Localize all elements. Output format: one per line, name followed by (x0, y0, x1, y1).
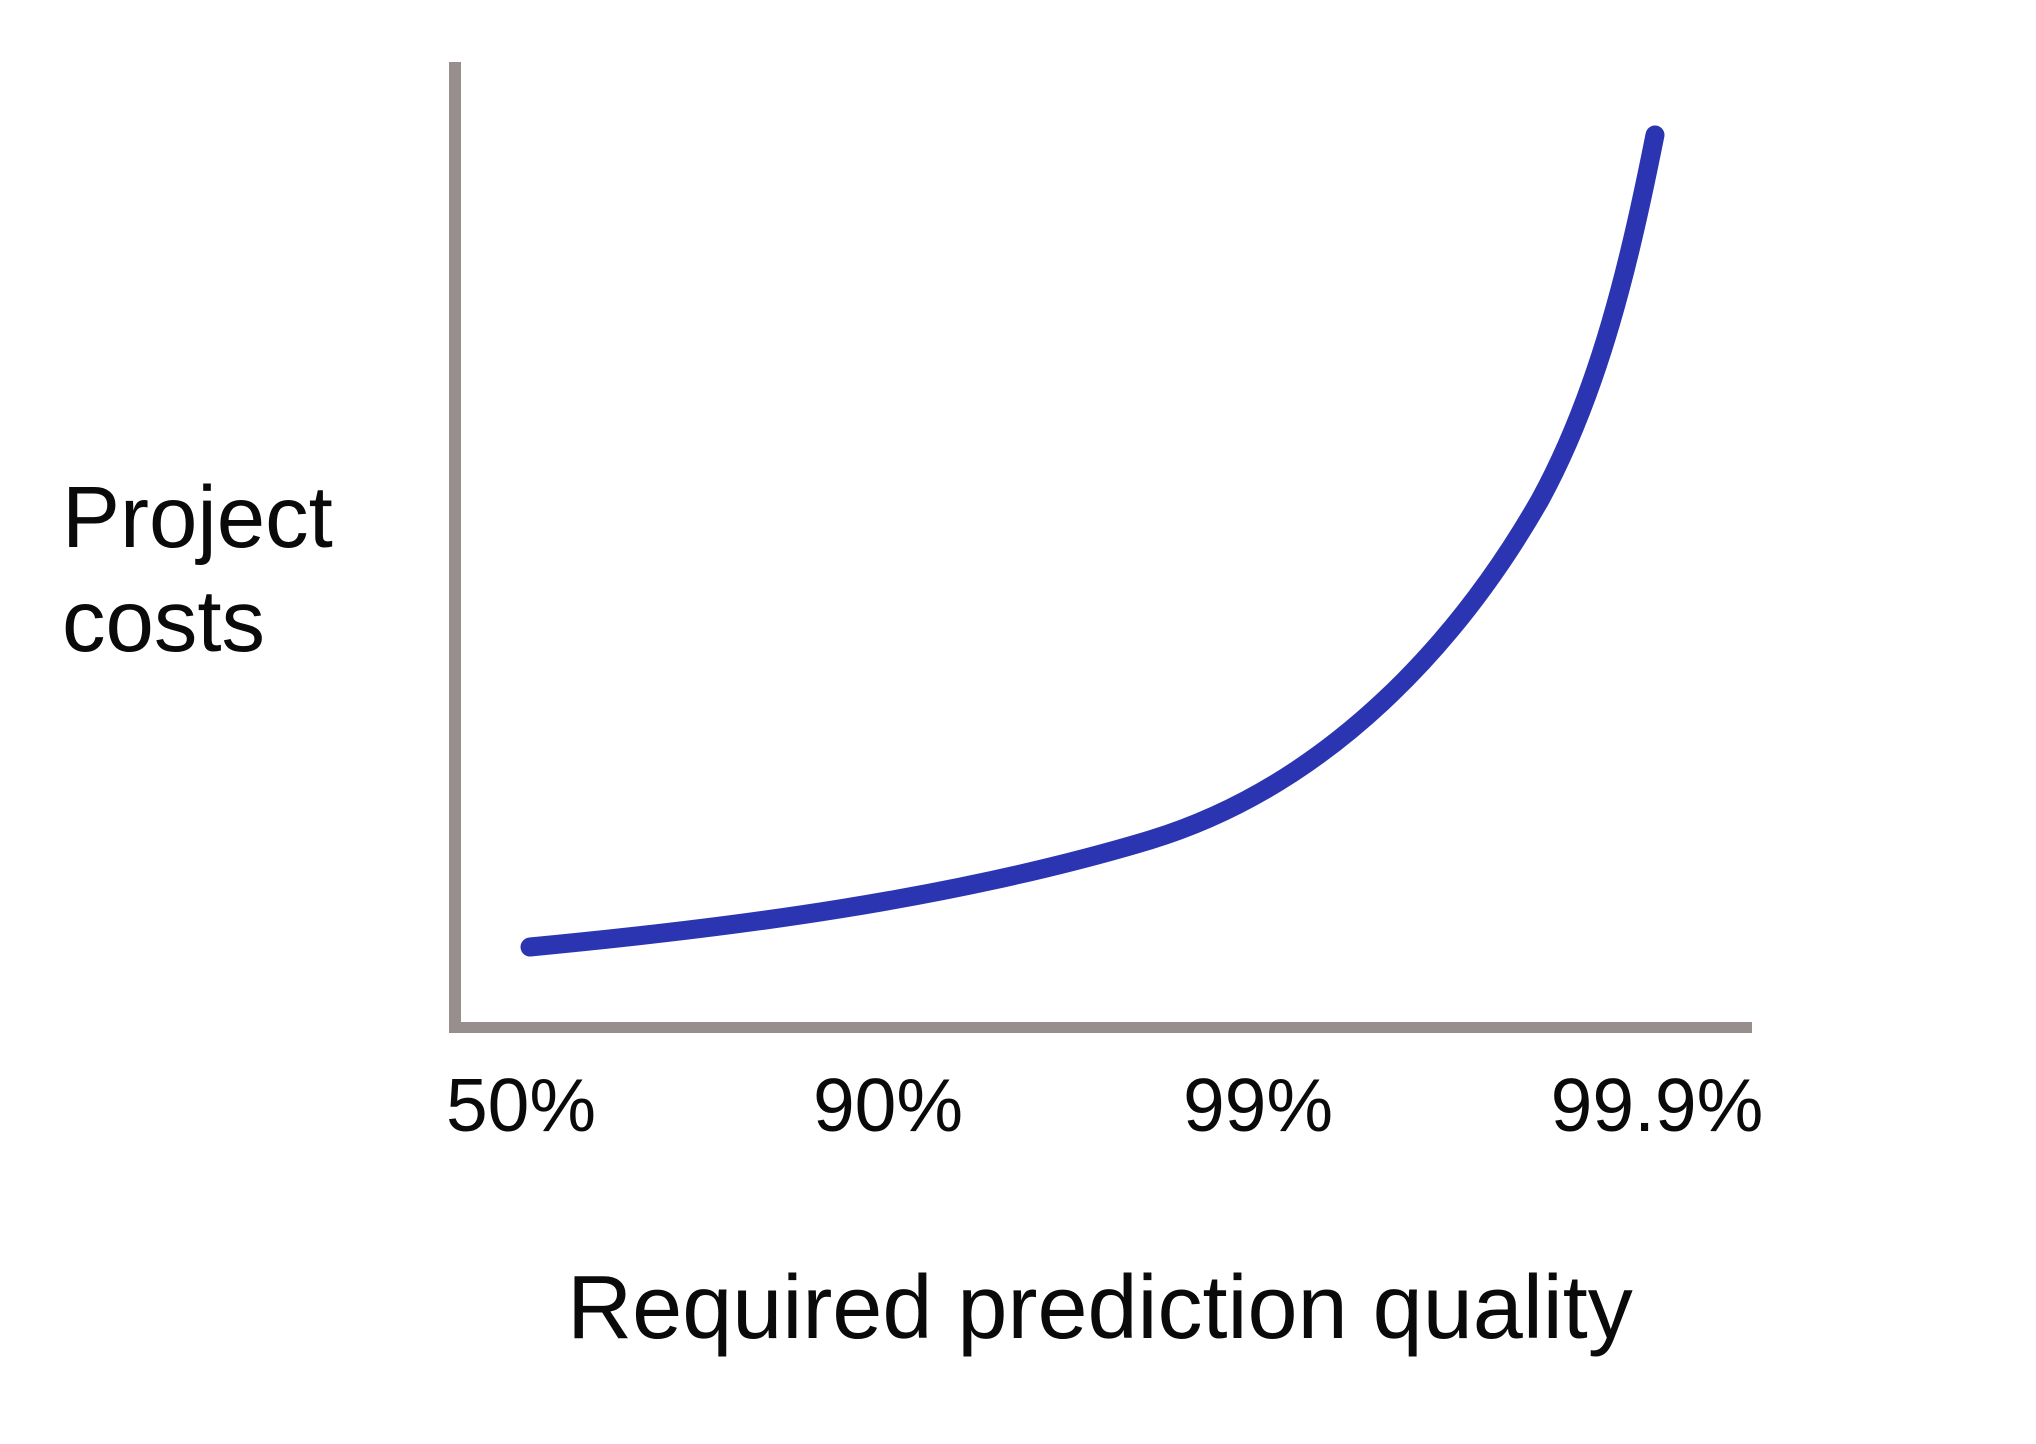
x-tick-label-90: 90% (812, 1063, 964, 1147)
y-axis-line (449, 62, 461, 1033)
x-tick-label-50: 50% (445, 1063, 597, 1147)
y-axis-label: Project costs (62, 469, 333, 670)
cost-curve (520, 125, 1665, 957)
x-tick-label-99-9: 99.9% (1550, 1063, 1764, 1147)
x-axis-title: Required prediction quality (567, 1258, 1633, 1358)
x-tick-label-99: 99% (1182, 1063, 1334, 1147)
x-axis-line (449, 1022, 1752, 1033)
